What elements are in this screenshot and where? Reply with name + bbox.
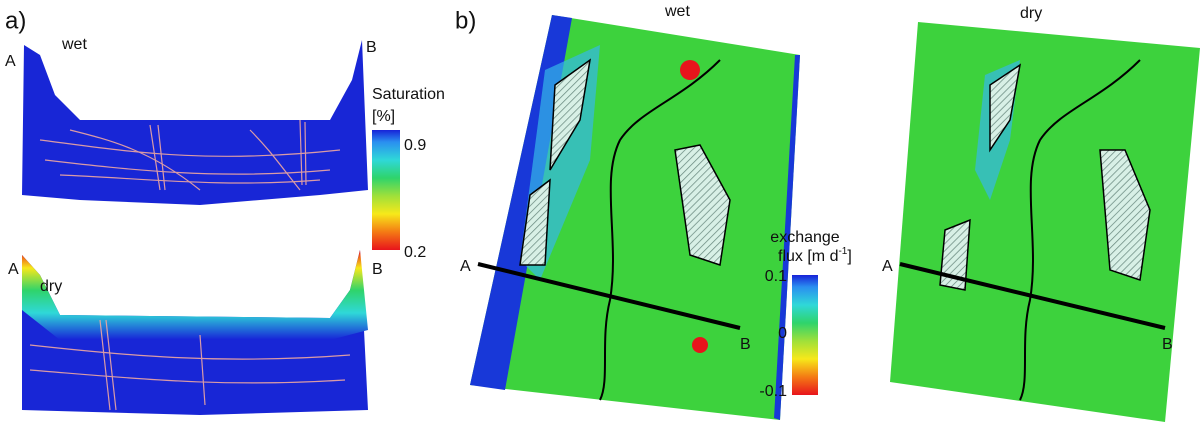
colorbar-label: 0.9 [404,137,426,154]
colorbar-label: 0.2 [404,244,426,261]
colorbar [792,275,818,395]
map-title: wet [664,3,690,20]
end-label: B [372,261,383,278]
colorbar-label: 0.1 [765,268,787,285]
end-label: A [5,53,16,70]
colorbar-title: [%] [372,108,395,125]
colorbar-title: flux [m d-1] [778,246,852,266]
end-label: B [740,336,751,353]
colorbar-label: -0.1 [759,383,787,400]
panel-label: b) [455,7,476,34]
colorbar-title: Saturation [372,86,445,103]
end-label: B [366,39,377,56]
colorbar [372,130,400,250]
panel-label: a) [5,7,26,34]
colorbar-label: 0 [778,325,787,342]
map-title: dry [1020,5,1042,22]
cross-section-dry [22,250,368,415]
colorbar-title: exchange [770,229,839,246]
end-label: A [460,258,471,275]
cross-section-title: wet [61,36,87,53]
cross-section-title: dry [40,278,62,295]
end-label: A [8,261,19,278]
map-wet [470,15,800,420]
end-label: A [882,258,893,275]
end-label: B [1162,336,1173,353]
map-dry [890,22,1200,422]
cross-section-wet [22,40,368,205]
